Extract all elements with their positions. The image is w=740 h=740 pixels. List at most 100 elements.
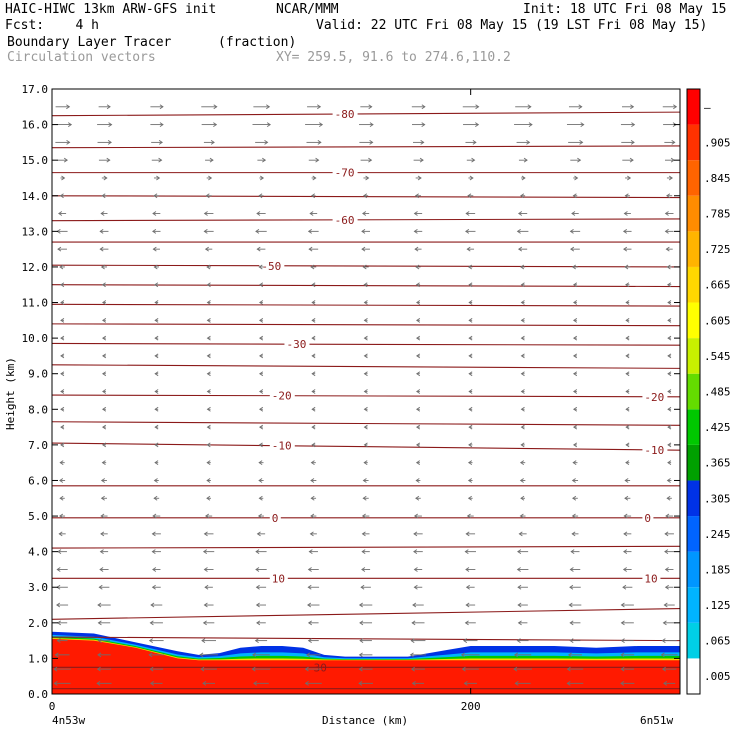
vector-head: [100, 531, 105, 537]
vector-arrow: [416, 424, 421, 430]
vector-arrow: [259, 282, 264, 288]
vector-head: [154, 317, 159, 323]
vector-head: [667, 442, 672, 448]
vector-arrow: [309, 211, 318, 216]
vector-head: [311, 317, 316, 323]
vector-arrow: [625, 282, 630, 288]
vector-arrow: [308, 246, 319, 252]
vector-arrow: [622, 228, 632, 234]
vector-arrow: [310, 193, 316, 199]
vector-head: [203, 567, 208, 572]
vector-arrow: [203, 567, 214, 572]
vector-arrow: [307, 620, 319, 626]
vector-arrow: [55, 104, 71, 110]
vector-head: [361, 513, 366, 519]
model-title: HAIC-HIWC 13km ARW-GFS init: [5, 2, 217, 17]
vector-head: [208, 175, 213, 181]
vector-arrow: [97, 140, 112, 145]
vector-head: [368, 157, 373, 163]
vector-head: [625, 389, 630, 394]
vector-head: [517, 602, 522, 608]
vector-head: [410, 666, 415, 672]
vector-head: [413, 513, 418, 519]
colorbar-label: .485: [704, 386, 731, 399]
vector-arrow: [416, 317, 421, 323]
vector-head: [308, 246, 313, 252]
vector-head: [59, 478, 64, 483]
vector-arrow: [568, 602, 582, 608]
vector-arrow: [413, 140, 425, 145]
vector-head: [520, 193, 525, 199]
vector-arrow: [468, 300, 473, 305]
vector-arrow: [621, 140, 635, 145]
vector-arrow: [199, 652, 218, 658]
vector-arrow: [152, 211, 161, 216]
vector-head: [259, 335, 264, 341]
vector-head: [571, 264, 576, 270]
vector-arrow: [667, 406, 672, 412]
vector-arrow: [513, 666, 532, 672]
vector-head: [203, 602, 208, 608]
vector-head: [573, 300, 578, 305]
vector-arrow: [150, 104, 164, 110]
contour-label-bg: [259, 259, 285, 271]
vector-head: [625, 282, 630, 288]
vector-head: [60, 335, 65, 341]
vector-head: [416, 424, 421, 430]
vector-arrow: [60, 300, 65, 305]
vector-arrow: [573, 282, 578, 288]
vector-head: [363, 389, 368, 394]
vector-arrow: [206, 282, 211, 288]
vector-head: [663, 680, 668, 686]
vector-arrow: [513, 652, 532, 658]
vector-head: [204, 584, 209, 590]
vector-head: [625, 335, 630, 341]
org-label: NCAR/MMM: [276, 2, 339, 17]
vector-arrow: [573, 335, 578, 341]
vector-head: [571, 531, 576, 537]
vector-arrow: [311, 442, 316, 448]
vector-head: [99, 246, 104, 252]
vector-head: [100, 211, 105, 216]
vector-arrow: [257, 513, 264, 519]
vector-arrow: [415, 282, 421, 288]
vector-head: [148, 652, 153, 658]
vector-arrow: [463, 680, 477, 686]
vector-arrow: [570, 157, 582, 163]
vector-arrow: [413, 531, 423, 537]
y-tick-label: 17.0: [22, 83, 49, 96]
vector-arrow: [571, 264, 578, 270]
vector-arrow: [566, 666, 584, 672]
colorbar-label: .065: [704, 635, 731, 648]
vector-arrow: [466, 157, 476, 163]
vector-head: [258, 495, 263, 501]
vector-head: [569, 228, 574, 234]
vector-arrow: [667, 442, 672, 448]
vector-head: [152, 228, 157, 234]
vector-head: [317, 140, 322, 145]
vector-head: [153, 193, 158, 199]
vector-arrow: [468, 406, 473, 412]
vector-head: [56, 602, 61, 608]
contour-label: -10: [644, 444, 664, 457]
vector-arrow: [59, 264, 65, 270]
vector-arrow: [53, 680, 71, 686]
vector-arrow: [206, 371, 211, 377]
vector-arrow: [204, 246, 213, 252]
vector-head: [205, 193, 210, 199]
vector-arrow: [311, 389, 316, 394]
vector-arrow: [255, 228, 267, 234]
vector-head: [209, 157, 214, 163]
vector-head: [206, 442, 211, 448]
vector-head: [98, 584, 103, 590]
vector-head: [96, 666, 101, 672]
colorbar-swatch: [687, 160, 700, 196]
colorbar-swatch: [687, 231, 700, 267]
vector-head: [664, 584, 669, 590]
vector-arrow: [259, 406, 264, 412]
vector-head: [154, 442, 159, 448]
vector-arrow: [255, 549, 267, 555]
vector-head: [661, 638, 666, 643]
vector-head: [420, 140, 425, 145]
vector-arrow: [663, 602, 675, 608]
